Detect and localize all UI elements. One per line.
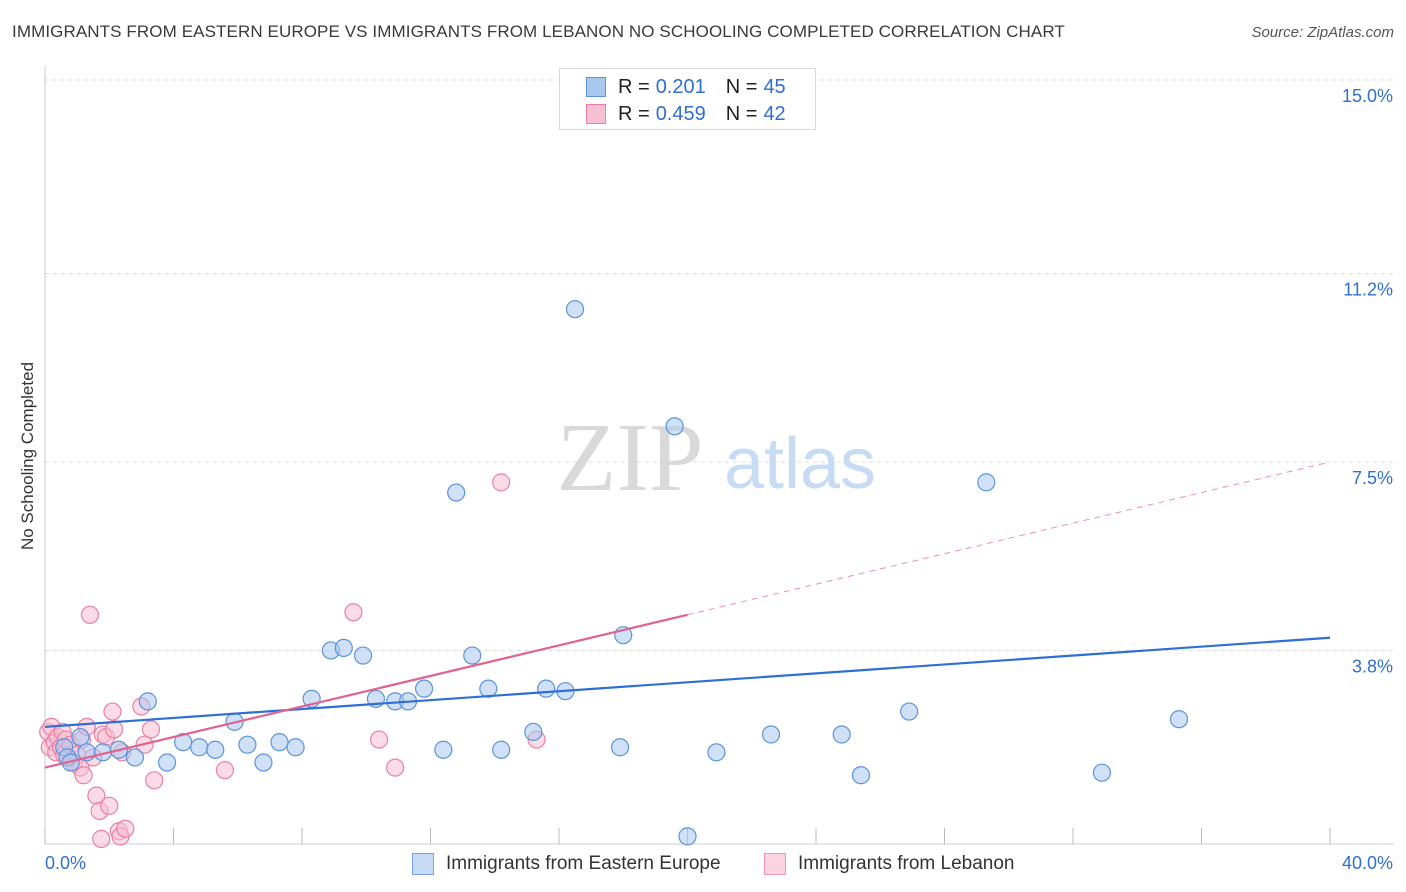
chart-title: IMMIGRANTS FROM EASTERN EUROPE VS IMMIGR… <box>12 22 1065 41</box>
point-lebanon <box>104 720 124 739</box>
point-eastern-europe <box>447 483 466 502</box>
y-tick-label: 11.2% <box>1343 280 1393 300</box>
point-eastern-europe <box>565 300 585 319</box>
point-lebanon <box>386 758 405 777</box>
legend-swatch-blue <box>586 77 606 97</box>
point-eastern-europe <box>138 692 157 711</box>
point-eastern-europe <box>434 740 453 759</box>
point-lebanon <box>103 702 122 721</box>
bottom-legend-swatch-blue <box>412 853 434 875</box>
point-eastern-europe <box>707 743 726 762</box>
legend-r-value: 0.459 <box>655 102 706 125</box>
point-eastern-europe <box>761 725 781 744</box>
point-eastern-europe <box>678 827 697 846</box>
watermark-atlas: atlas <box>724 424 876 504</box>
legend-n-value: 42 <box>763 102 786 125</box>
point-eastern-europe <box>977 473 996 492</box>
point-eastern-europe <box>414 679 434 698</box>
x-tick-labels: 0.0% 40.0% <box>45 853 1393 873</box>
source-credit: Source: ZipAtlas.com <box>1251 24 1394 41</box>
bottom-legend-label: Immigrants from Eastern Europe <box>446 853 721 874</box>
bottom-legend-lebanon: Immigrants from Lebanon <box>764 851 1015 877</box>
watermark-zip: ZIP <box>557 404 704 512</box>
legend-n-label: N = <box>725 75 758 98</box>
stats-legend: R = 0.201 N = 45 R = 0.459 N = 42 <box>559 68 816 130</box>
trend-lines <box>44 461 1331 769</box>
point-eastern-europe <box>254 753 273 772</box>
point-lebanon <box>492 473 511 492</box>
bottom-legend-swatch-pink <box>764 853 786 875</box>
legend-swatch-pink <box>586 104 606 124</box>
point-eastern-europe <box>492 740 511 759</box>
point-lebanon <box>145 771 164 790</box>
point-eastern-europe <box>463 646 482 665</box>
point-eastern-europe <box>206 740 225 759</box>
point-lebanon <box>370 730 389 749</box>
point-eastern-europe <box>537 679 556 698</box>
point-eastern-europe <box>71 727 90 747</box>
axes <box>44 66 1394 845</box>
legend-r-label: R = <box>618 102 650 125</box>
legend-row-eastern-europe: R = 0.201 N = 45 <box>586 74 786 100</box>
legend-n-label: N = <box>725 102 758 125</box>
watermark: ZIP atlas <box>557 404 877 512</box>
point-eastern-europe <box>851 766 871 785</box>
point-lebanon <box>80 605 100 624</box>
x-tick-label: 0.0% <box>45 853 86 873</box>
point-eastern-europe <box>665 417 684 436</box>
point-eastern-europe <box>157 753 177 772</box>
bottom-legend-eastern-europe: Immigrants from Eastern Europe <box>412 851 721 877</box>
bottom-legend-label: Immigrants from Lebanon <box>798 853 1015 874</box>
point-eastern-europe <box>125 748 145 767</box>
point-eastern-europe <box>524 722 543 742</box>
point-lebanon <box>92 829 111 849</box>
legend-row-lebanon: R = 0.459 N = 42 <box>586 101 786 127</box>
point-lebanon <box>74 766 93 785</box>
point-eastern-europe <box>190 738 209 757</box>
point-lebanon <box>100 796 119 815</box>
legend-r-value: 0.201 <box>655 75 706 98</box>
trend-line-lebanon <box>44 613 688 769</box>
point-eastern-europe <box>832 725 851 744</box>
point-lebanon <box>215 761 234 780</box>
legend-r-label: R = <box>618 75 650 98</box>
point-eastern-europe <box>353 646 373 665</box>
point-eastern-europe <box>334 638 353 658</box>
point-eastern-europe <box>1092 763 1112 782</box>
point-eastern-europe <box>238 735 257 754</box>
point-eastern-europe <box>610 738 630 757</box>
y-tick-label: 3.8% <box>1352 656 1393 676</box>
point-lebanon <box>116 819 135 838</box>
y-tick-label: 7.5% <box>1352 468 1393 488</box>
y-tick-label: 15.0% <box>1342 86 1393 106</box>
series-eastern-europe-points <box>55 300 1189 846</box>
y-tick-labels: 3.8% 7.5% 11.2% 15.0% <box>1342 86 1393 676</box>
point-eastern-europe <box>900 702 919 721</box>
point-lebanon <box>141 720 161 739</box>
legend-n-value: 45 <box>763 75 786 98</box>
point-eastern-europe <box>286 738 305 757</box>
point-eastern-europe <box>270 733 289 752</box>
trend-line-lebanon-extension <box>687 461 1331 616</box>
x-tick-label: 40.0% <box>1342 853 1393 873</box>
grid-lines <box>45 79 1394 651</box>
point-eastern-europe <box>1169 710 1189 729</box>
trend-line-eastern-europe <box>44 636 1331 728</box>
point-lebanon <box>344 603 363 622</box>
